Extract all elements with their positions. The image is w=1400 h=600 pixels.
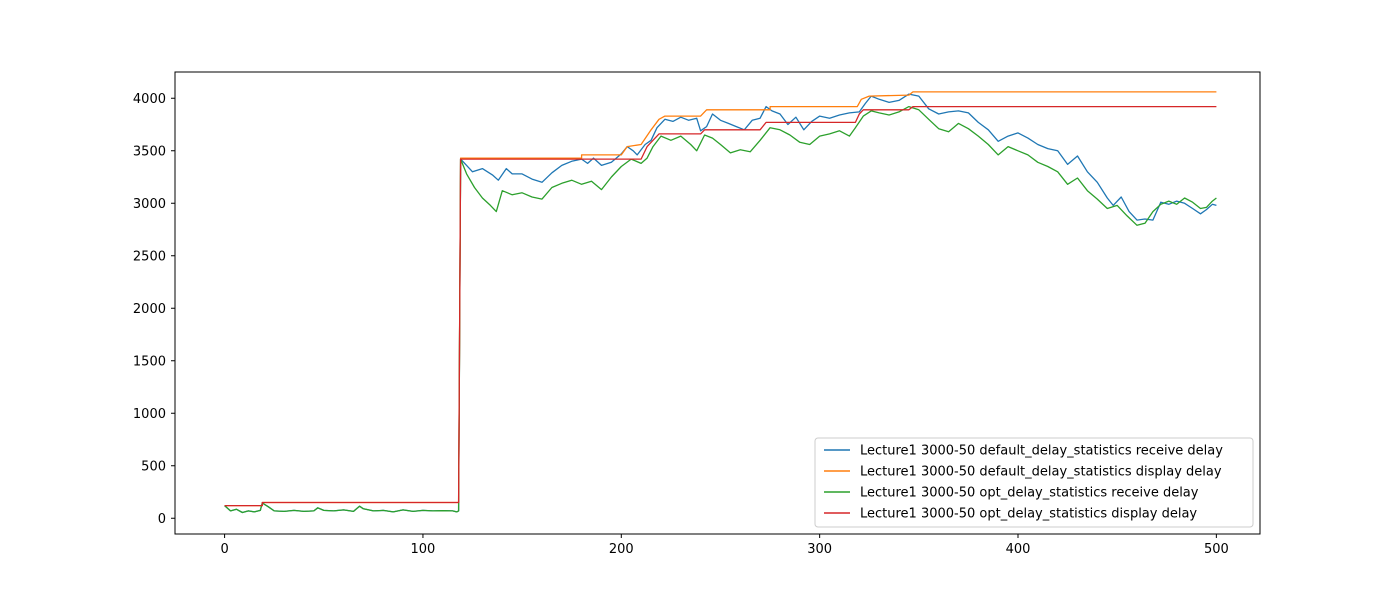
x-tick-label: 0 bbox=[220, 542, 228, 557]
legend-label-1: Lecture1 3000-50 default_delay_statistic… bbox=[860, 444, 1223, 459]
legend: Lecture1 3000-50 default_delay_statistic… bbox=[814, 437, 1254, 528]
legend-label-4: Lecture1 3000-50 opt_delay_statistics di… bbox=[860, 507, 1197, 522]
y-tick-label: 0 bbox=[158, 512, 166, 527]
x-tick-label: 200 bbox=[609, 542, 634, 557]
x-axis: 0 100 200 300 400 500 bbox=[220, 534, 1229, 557]
series-line-3 bbox=[224, 105, 1217, 514]
series-line-4 bbox=[224, 105, 1217, 507]
y-tick-label: 1000 bbox=[133, 407, 166, 422]
y-tick-label: 500 bbox=[141, 459, 166, 474]
x-tick-label: 100 bbox=[411, 542, 436, 557]
legend-box bbox=[814, 437, 1254, 528]
legend-label-2: Lecture1 3000-50 default_delay_statistic… bbox=[860, 465, 1222, 480]
legend-label-3: Lecture1 3000-50 opt_delay_statistics re… bbox=[860, 486, 1199, 501]
y-tick-label: 2500 bbox=[133, 249, 166, 264]
x-tick-label: 400 bbox=[1006, 542, 1031, 557]
y-tick-label: 2000 bbox=[133, 302, 166, 317]
plot-frame bbox=[174, 71, 1261, 535]
y-tick-label: 3000 bbox=[133, 197, 166, 212]
y-axis: 0 500 1000 1500 2000 2500 3000 3500 4000 bbox=[133, 92, 175, 527]
x-tick-label: 300 bbox=[807, 542, 832, 557]
y-tick-label: 1500 bbox=[133, 354, 166, 369]
series-lines bbox=[224, 91, 1217, 514]
x-tick-label: 500 bbox=[1204, 542, 1229, 557]
y-tick-label: 4000 bbox=[133, 92, 166, 107]
y-tick-label: 3500 bbox=[133, 144, 166, 159]
